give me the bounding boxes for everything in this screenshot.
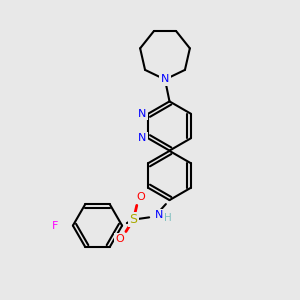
Text: O: O bbox=[116, 234, 124, 244]
Text: F: F bbox=[52, 220, 58, 231]
Text: H: H bbox=[164, 213, 172, 223]
Text: N: N bbox=[138, 109, 146, 119]
Text: S: S bbox=[130, 213, 137, 226]
Text: O: O bbox=[136, 192, 146, 202]
Text: N: N bbox=[155, 210, 163, 220]
Text: N: N bbox=[161, 74, 169, 85]
Text: N: N bbox=[138, 133, 146, 143]
